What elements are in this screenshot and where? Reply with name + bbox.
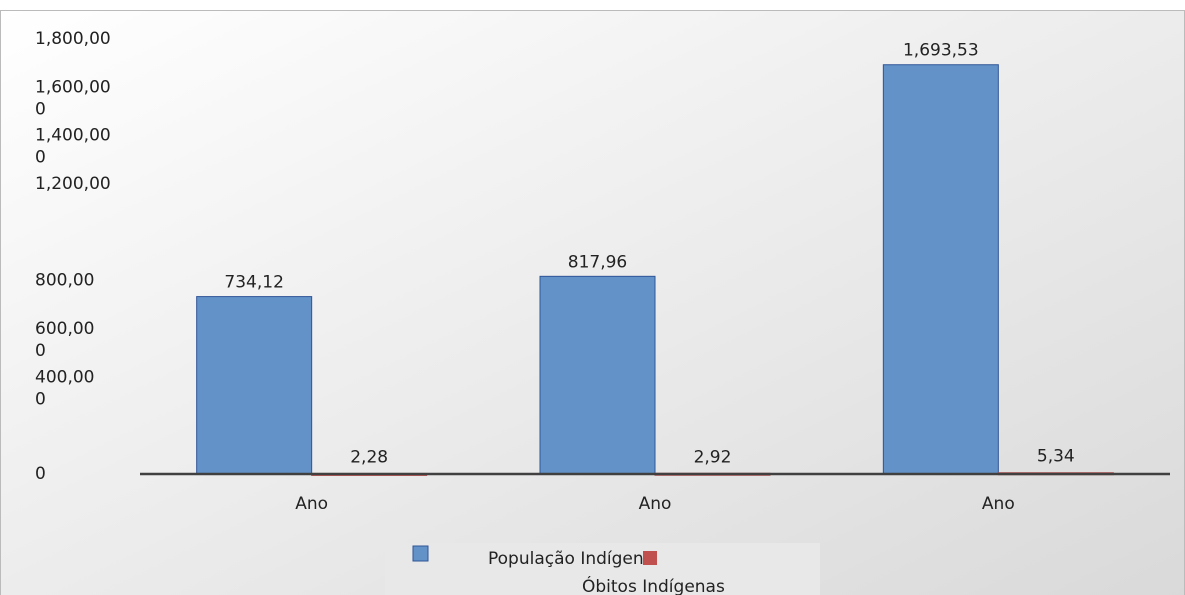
bar — [196, 296, 313, 475]
value-label: 5,34 — [1037, 447, 1075, 467]
value-label: 817,96 — [568, 252, 627, 272]
legend-label: Óbitos Indígenas — [582, 575, 725, 595]
y-tick-label: 1,200,00 — [35, 174, 111, 194]
y-tick-label: 800,00 — [35, 271, 94, 291]
legend-box — [385, 543, 820, 595]
value-label: 2,92 — [694, 447, 732, 467]
x-tick-label: Ano — [982, 494, 1015, 514]
y-tick-label: 1,600,00 0 — [35, 77, 111, 119]
value-label: 2,28 — [350, 447, 388, 467]
x-tick-label: Ano — [295, 494, 328, 514]
y-tick-label: 600,00 0 — [35, 319, 94, 361]
y-tick-label: 400,00 0 — [35, 367, 94, 409]
bar — [882, 64, 999, 475]
legend-swatch — [643, 551, 657, 565]
legend-swatch — [412, 545, 429, 562]
x-tick-label: Ano — [639, 494, 672, 514]
legend-label: População Indígena — [488, 549, 654, 569]
value-label: 1,693,53 — [903, 41, 979, 61]
bar — [539, 275, 656, 475]
y-tick-label: 1,800,00 — [35, 29, 111, 49]
value-label: 734,12 — [224, 273, 283, 293]
y-tick-label: 0 — [35, 464, 46, 484]
y-tick-label: 1,400,00 0 — [35, 126, 111, 168]
